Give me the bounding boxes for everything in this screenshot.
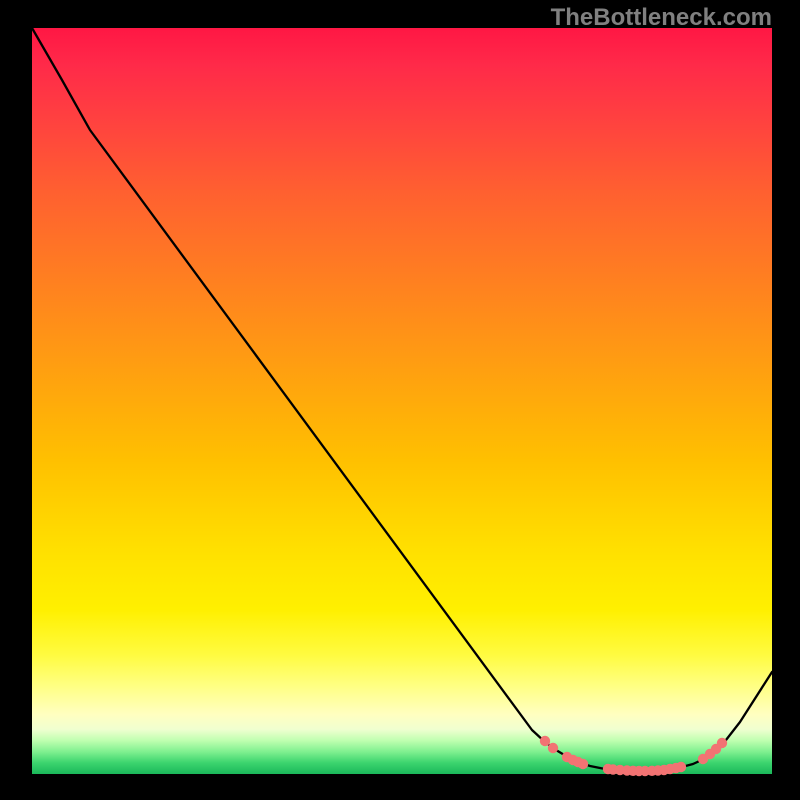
plot-background bbox=[32, 28, 772, 774]
curve-marker bbox=[717, 738, 727, 748]
outer-frame: TheBottleneck.com bbox=[0, 0, 800, 800]
chart-svg bbox=[0, 0, 800, 800]
curve-marker bbox=[578, 759, 588, 769]
curve-marker bbox=[548, 743, 558, 753]
curve-marker bbox=[676, 762, 686, 772]
curve-marker bbox=[540, 736, 550, 746]
